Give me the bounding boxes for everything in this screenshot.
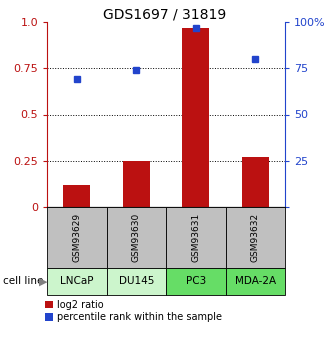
Bar: [123, 161, 149, 207]
Bar: [166, 268, 225, 295]
Text: GSM93631: GSM93631: [191, 213, 200, 262]
Bar: [166, 207, 225, 268]
Text: GDS1697 / 31819: GDS1697 / 31819: [103, 8, 227, 22]
Text: GSM93630: GSM93630: [132, 213, 141, 262]
Bar: [47, 268, 107, 295]
Bar: [225, 268, 285, 295]
Text: ▶: ▶: [39, 276, 47, 286]
Text: DU145: DU145: [118, 276, 154, 286]
Legend: log2 ratio, percentile rank within the sample: log2 ratio, percentile rank within the s…: [45, 300, 222, 322]
Text: LNCaP: LNCaP: [60, 276, 93, 286]
Bar: [225, 207, 285, 268]
Bar: [242, 157, 269, 207]
Bar: [47, 207, 107, 268]
Text: GSM93629: GSM93629: [72, 213, 81, 262]
Text: cell line: cell line: [3, 276, 44, 286]
Bar: [107, 207, 166, 268]
Text: GSM93632: GSM93632: [251, 213, 260, 262]
Text: MDA-2A: MDA-2A: [235, 276, 276, 286]
Bar: [63, 185, 90, 207]
Bar: [107, 268, 166, 295]
Bar: [182, 28, 209, 207]
Text: PC3: PC3: [185, 276, 206, 286]
